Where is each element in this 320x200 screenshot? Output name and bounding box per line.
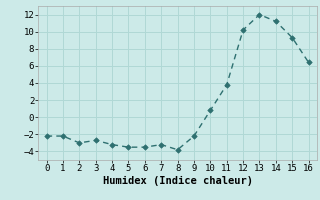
X-axis label: Humidex (Indice chaleur): Humidex (Indice chaleur) — [103, 176, 252, 186]
